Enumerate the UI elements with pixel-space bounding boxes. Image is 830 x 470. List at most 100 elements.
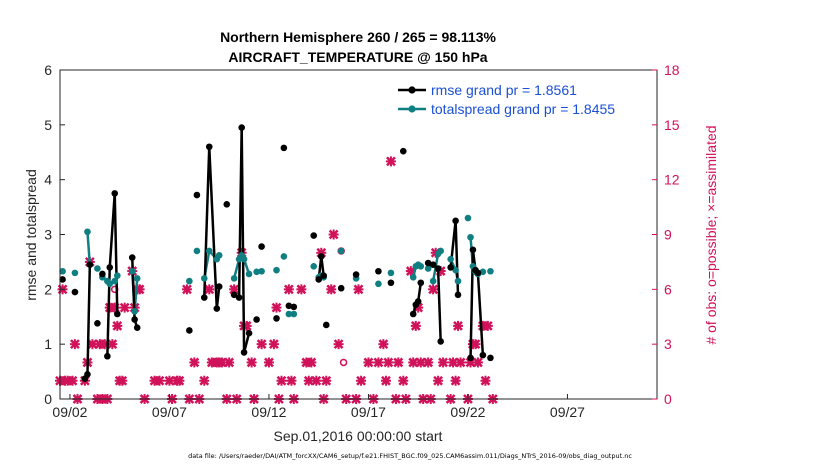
x-tick-label: 09/17: [351, 404, 386, 420]
obs-assimilated-mark: [107, 339, 118, 350]
rmse-point: [290, 303, 298, 311]
spread-point: [464, 214, 472, 222]
rmse-point: [215, 283, 223, 290]
rmse-point: [280, 144, 288, 152]
x-tick-label: 09/12: [251, 404, 286, 420]
rmse-point: [375, 267, 382, 275]
x-axis-label: Sep.01,2016 00:00:00 start: [274, 428, 443, 444]
spread-point: [186, 277, 193, 285]
obs-assimilated-mark: [423, 357, 434, 368]
rmse-point: [94, 320, 101, 327]
spread-point: [200, 275, 208, 282]
rmse-line-segment: [240, 127, 246, 353]
rmse-point: [285, 302, 293, 310]
rmse-point: [104, 352, 111, 360]
spread-point: [487, 267, 494, 275]
x-tick-label: 09/02: [52, 404, 87, 420]
rmse-point: [352, 271, 360, 278]
obs-assimilated-mark: [363, 357, 374, 368]
rmse-point: [205, 143, 213, 151]
axis-ticks: 09/02 09/07 09/12 09/17 09/22 09/270123456036…: [44, 62, 680, 420]
spread-point: [258, 267, 265, 275]
spread-point: [114, 272, 121, 279]
rmse-point: [437, 338, 444, 345]
obs-assimilated-mark: [276, 375, 287, 386]
rmse-point: [213, 305, 221, 312]
spread-point: [452, 266, 459, 274]
spread-point: [240, 255, 248, 263]
spread-point: [84, 228, 91, 236]
spread-point: [337, 247, 345, 255]
spread-point: [245, 270, 253, 278]
obs-assimilated-mark: [303, 375, 314, 386]
spread-line-segment: [232, 258, 241, 279]
obs-assimilated-mark: [224, 357, 235, 368]
obs-assimilated-mark: [385, 156, 396, 167]
obs-assimilated-mark: [428, 284, 439, 295]
rmse-point: [128, 254, 136, 261]
rmse-line-segment: [208, 146, 219, 309]
spread-point: [193, 247, 201, 255]
obs-assimilated-mark: [393, 357, 404, 368]
spread-point: [467, 233, 474, 241]
rmse-point: [273, 315, 280, 322]
rmse-point: [186, 327, 193, 334]
y2-tick-label: 15: [664, 117, 680, 133]
y-tick-label: 1: [44, 336, 52, 352]
rmse-point: [469, 246, 477, 254]
spread-point: [215, 252, 223, 259]
obs-assimilated-mark: [433, 375, 444, 386]
chart-title: Northern Hemisphere 260 / 265 = 98.113%: [220, 29, 496, 45]
y2-tick-label: 9: [664, 227, 672, 243]
spread-point: [230, 275, 238, 282]
rmse-point: [315, 276, 323, 283]
rmse-point: [193, 191, 201, 199]
obs-assimilated-mark: [333, 339, 344, 350]
legend-spread-marker: [408, 105, 416, 113]
obs-assimilated-mark: [283, 284, 294, 295]
obs-assimilated-mark: [353, 284, 364, 295]
obs-assimilated-mark: [154, 375, 165, 386]
obs-assimilated-mark: [263, 357, 274, 368]
x-tick-label: 09/27: [550, 404, 585, 420]
y2-tick-label: 3: [664, 336, 672, 352]
spread-point: [310, 263, 318, 270]
y2-axis-label: # of obs: o=possible; ×=assimilated: [703, 125, 719, 344]
spread-point: [111, 277, 119, 285]
y-tick-label: 2: [44, 281, 52, 297]
y-tick-label: 6: [44, 62, 52, 78]
obs-assimilated-mark: [480, 375, 491, 386]
obs-assimilated-mark: [453, 320, 463, 331]
obs-assimilated-mark: [164, 375, 175, 386]
obs-assimilated-mark: [268, 339, 279, 350]
rmse-point: [59, 276, 66, 283]
rmse-point: [424, 259, 432, 267]
obs-assimilated-mark: [326, 284, 337, 295]
y2-tick-label: 18: [664, 62, 680, 78]
rmse-point: [487, 354, 494, 362]
spread-point: [409, 273, 417, 281]
spread-point: [479, 268, 487, 276]
y-axis-label: rmse and totalspread: [23, 169, 39, 301]
spread-point: [106, 280, 114, 288]
rmse-point: [114, 310, 121, 318]
obs-assimilated-mark: [256, 339, 267, 350]
y-tick-label: 3: [44, 227, 52, 243]
spread-point: [447, 255, 454, 263]
rmse-line-segment: [476, 272, 485, 356]
obs-assimilated-mark: [311, 375, 322, 386]
rmse-line-segment: [86, 264, 92, 375]
x-tick-label: 09/22: [450, 404, 485, 420]
spread-point: [128, 267, 136, 275]
rmse-point: [111, 190, 119, 197]
rmse-line-segment: [215, 286, 221, 309]
rmse-point: [429, 261, 437, 268]
obs-assimilated-mark: [271, 302, 282, 313]
obs-assimilated-mark: [199, 375, 210, 386]
rmse-point: [434, 265, 442, 272]
x-tick-label: 09/07: [152, 404, 187, 420]
rmse-line-segment: [242, 332, 251, 353]
rmse-point: [454, 291, 462, 299]
obs-assimilated-mark: [455, 357, 466, 368]
